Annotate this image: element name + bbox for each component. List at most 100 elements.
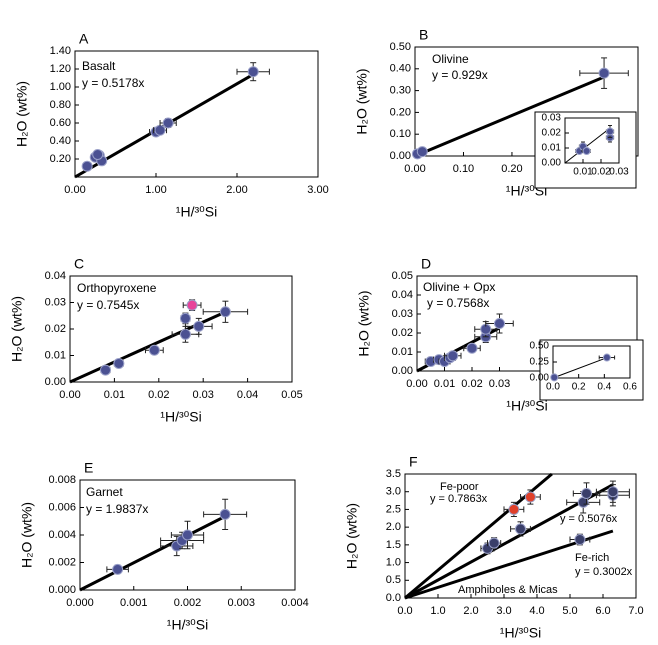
annotation: y = 0.929x bbox=[432, 68, 488, 82]
x-tick-label: 0.000 bbox=[66, 597, 94, 609]
fit-line bbox=[414, 75, 605, 158]
y-tick-label: 0.03 bbox=[542, 113, 562, 124]
annotation: y = 0.5178x bbox=[82, 76, 144, 90]
data-point bbox=[606, 127, 614, 136]
y-tick-label: 0.006 bbox=[48, 501, 76, 513]
annotation: Orthopyroxene bbox=[77, 281, 157, 295]
annotation: y = 1.9837x bbox=[86, 502, 148, 516]
y-tick-label: 0.02 bbox=[392, 327, 413, 339]
inset-frame bbox=[539, 339, 644, 401]
x-tick-label: 0.02 bbox=[148, 389, 169, 401]
annotation: Fe-rich bbox=[575, 552, 609, 564]
y-axis-label: H₂O (wt%) bbox=[19, 502, 35, 568]
data-point bbox=[100, 364, 112, 376]
x-tick-label: 1.0 bbox=[430, 605, 445, 617]
y-tick-label: 0.00 bbox=[542, 158, 562, 169]
y-tick-label: 0.008 bbox=[48, 474, 76, 486]
plot-frame bbox=[416, 275, 638, 372]
y-tick-label: 0.0 bbox=[386, 592, 401, 604]
data-point bbox=[193, 320, 205, 332]
annotation: y = 0.7545x bbox=[77, 298, 139, 312]
data-point bbox=[154, 124, 166, 136]
data-point bbox=[179, 328, 191, 340]
y-tick-label: 0.03 bbox=[392, 308, 413, 320]
annotation: Garnet bbox=[86, 485, 123, 499]
data-point bbox=[219, 306, 231, 318]
data-point bbox=[182, 529, 193, 541]
annotation: Fe-poor bbox=[440, 481, 479, 493]
data-point bbox=[488, 537, 500, 549]
data-point bbox=[162, 117, 174, 129]
data-point bbox=[179, 312, 191, 324]
data-point bbox=[219, 508, 231, 520]
y-tick-label: 0.04 bbox=[392, 289, 413, 301]
y-tick-label: 0.000 bbox=[48, 584, 76, 596]
data-point bbox=[598, 67, 610, 79]
data-point bbox=[581, 487, 592, 499]
y-tick-label: 0.00 bbox=[45, 376, 66, 388]
data-point bbox=[92, 149, 104, 160]
data-point bbox=[247, 66, 259, 78]
annotation: y = 0.7863x bbox=[430, 493, 488, 505]
panel-letter: D bbox=[421, 256, 431, 272]
x-tick-label: 3.00 bbox=[307, 184, 328, 196]
x-tick-label: 2.00 bbox=[226, 184, 247, 196]
y-tick-label: 0.20 bbox=[390, 106, 411, 118]
fit-line bbox=[79, 515, 226, 592]
x-tick-label: 6.0 bbox=[595, 605, 610, 617]
panel-letter: E bbox=[84, 460, 93, 476]
x-tick-label: 0.0 bbox=[397, 605, 412, 617]
annotation: Amphiboles & Micas bbox=[458, 584, 558, 596]
x-tick-label: 0.00 bbox=[404, 163, 425, 175]
y-tick-label: 0.20 bbox=[50, 153, 71, 165]
x-axis-label: ¹H/³⁰Si bbox=[500, 625, 541, 641]
x-tick-label: 4.0 bbox=[529, 605, 544, 617]
y-tick-label: 0.25 bbox=[530, 357, 550, 368]
y-tick-label: 0.00 bbox=[390, 150, 411, 162]
data-point bbox=[447, 350, 459, 362]
x-tick-label: 1.00 bbox=[145, 184, 166, 196]
panel-letter: B bbox=[419, 27, 428, 43]
annotation: y = 0.3002x bbox=[575, 566, 633, 578]
x-tick-label: 0.002 bbox=[174, 597, 202, 609]
y-tick-label: 2.5 bbox=[386, 503, 401, 515]
y-tick-label: 0.60 bbox=[50, 117, 71, 129]
annotation: y = 0.7568x bbox=[427, 296, 489, 310]
data-point bbox=[113, 357, 125, 369]
x-axis-label: ¹H/³⁰Si bbox=[506, 398, 547, 414]
y-tick-label: 3.0 bbox=[386, 486, 401, 498]
y-tick-label: 0.5 bbox=[386, 574, 401, 586]
fit-line bbox=[564, 127, 611, 164]
y-axis-label: H₂O (wt%) bbox=[14, 81, 30, 147]
data-point bbox=[550, 373, 559, 382]
data-point bbox=[574, 534, 586, 546]
x-tick-label: 0.03 bbox=[489, 378, 510, 390]
x-tick-label: 0.10 bbox=[453, 163, 474, 175]
x-tick-label: 5.0 bbox=[562, 605, 577, 617]
x-tick-label: 0.03 bbox=[192, 389, 213, 401]
x-tick-label: 0.003 bbox=[227, 597, 255, 609]
x-tick-label: 3.0 bbox=[496, 605, 511, 617]
y-tick-label: 0.50 bbox=[530, 341, 550, 352]
annotation: Basalt bbox=[82, 59, 116, 73]
y-tick-label: 1.00 bbox=[50, 81, 71, 93]
panel-letter: C bbox=[74, 256, 84, 272]
y-tick-label: 1.5 bbox=[386, 539, 401, 551]
data-point bbox=[186, 299, 198, 311]
x-tick-label: 0.02 bbox=[591, 167, 611, 178]
x-tick-label: 0.01 bbox=[434, 378, 455, 390]
annotation: Olivine + Opx bbox=[423, 280, 495, 294]
x-tick-label: 0.05 bbox=[281, 389, 302, 401]
y-tick-label: 0.004 bbox=[48, 529, 76, 541]
y-tick-label: 0.80 bbox=[50, 99, 71, 111]
x-tick-label: 0.4 bbox=[597, 382, 611, 393]
fit-line bbox=[552, 357, 608, 379]
y-tick-label: 0.03 bbox=[45, 296, 66, 308]
y-axis-label: H₂O (wt%) bbox=[356, 290, 372, 356]
panel-letter: A bbox=[79, 31, 89, 47]
x-tick-label: 0.20 bbox=[501, 163, 522, 175]
y-tick-label: 0.02 bbox=[542, 128, 562, 139]
data-point bbox=[602, 353, 611, 362]
y-tick-label: 0.01 bbox=[45, 349, 66, 361]
x-tick-label: 0.2 bbox=[572, 382, 586, 393]
